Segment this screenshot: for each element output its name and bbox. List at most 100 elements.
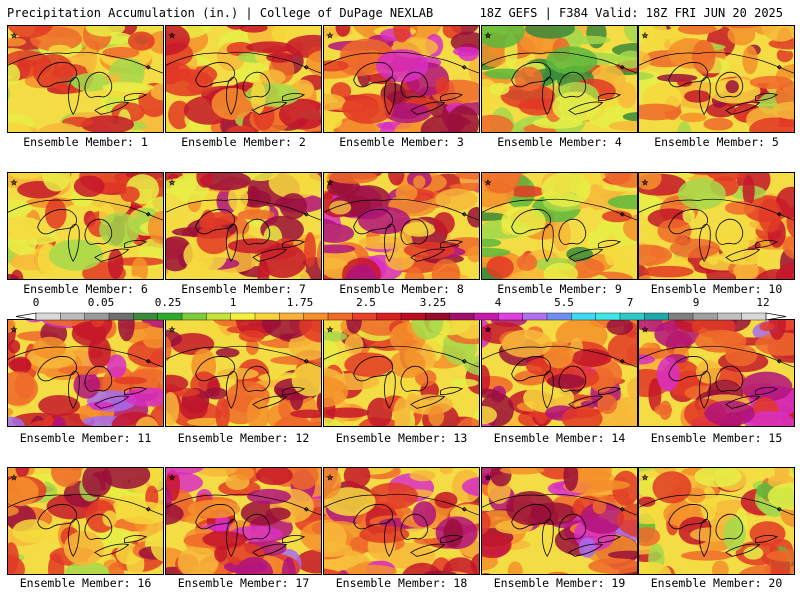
border-outline (639, 345, 794, 368)
ensemble-member-caption: Ensemble Member: 17 (177, 576, 310, 590)
lake-outline (598, 535, 622, 543)
lake-outline (511, 62, 551, 88)
diamond-icon: ◇ (777, 357, 782, 365)
star-icon: ☆ (327, 472, 333, 483)
legend-swatch (254, 312, 280, 321)
lake-outline (226, 76, 238, 116)
diamond-icon: ◇ (146, 63, 151, 71)
ensemble-map-panel: ☆ ◇ (638, 25, 795, 133)
lake-outline (410, 101, 446, 115)
color-legend (0, 304, 800, 326)
legend-swatch (206, 312, 232, 321)
lake-outline (715, 513, 744, 540)
border-outline (166, 493, 321, 516)
lake-outline (242, 71, 271, 98)
lake-outline (440, 240, 464, 248)
lake-outline (699, 518, 711, 558)
ensemble-map-panel: ☆ ◇ (165, 319, 322, 427)
diamond-icon: ◇ (304, 210, 309, 218)
lake-outline (124, 387, 148, 395)
lake-outline (353, 356, 393, 382)
lake-outline (668, 356, 708, 382)
lake-outline (384, 370, 396, 410)
diamond-icon: ◇ (462, 210, 467, 218)
lake-outline (558, 513, 587, 540)
legend-swatch (692, 312, 718, 321)
border-outline (482, 198, 637, 221)
lake-outline (242, 365, 271, 392)
border-outline (166, 51, 321, 74)
star-icon: ☆ (642, 324, 648, 335)
ensemble-map-panel: ☆ ◇ (638, 319, 795, 427)
precip-field: ☆◇ (482, 320, 637, 426)
ensemble-member-caption: Ensemble Member: 5 (654, 135, 779, 149)
lake-outline (252, 543, 288, 557)
legend-swatch (498, 312, 524, 321)
lake-outline (755, 240, 779, 248)
ensemble-member-caption: Ensemble Member: 4 (497, 135, 622, 149)
diamond-icon: ◇ (304, 357, 309, 365)
lake-outline (558, 71, 587, 98)
legend-label: 7 (626, 296, 634, 309)
precip-field: ☆◇ (324, 26, 479, 132)
legend-swatch (571, 312, 597, 321)
lake-outline (410, 543, 446, 557)
diamond-icon: ◇ (462, 63, 467, 71)
legend-swatch (449, 312, 475, 321)
lake-outline (440, 93, 464, 101)
lake-outline (282, 535, 306, 543)
diamond-icon: ◇ (304, 63, 309, 71)
ensemble-member-caption: Ensemble Member: 15 (650, 431, 783, 445)
ensemble-member-caption: Ensemble Member: 11 (19, 431, 152, 445)
ensemble-map-panel: ☆ ◇ (165, 172, 322, 280)
legend-label: 12 (756, 296, 770, 309)
ensemble-map-panel: ☆ ◇ (481, 319, 638, 427)
precip-field: ☆◇ (166, 320, 321, 426)
ensemble-map-panel: ☆ ◇ (323, 467, 480, 575)
legend-swatch (157, 312, 183, 321)
legend-swatch (376, 312, 402, 321)
star-icon: ☆ (169, 30, 175, 41)
diamond-icon: ◇ (146, 210, 151, 218)
legend-swatch (303, 312, 329, 321)
lake-outline (725, 101, 761, 115)
star-icon: ☆ (485, 472, 491, 483)
lake-outline (598, 240, 622, 248)
lake-outline (195, 504, 235, 530)
ensemble-map-panel: ☆ ◇ (7, 25, 164, 133)
legend-max-arrow (765, 312, 787, 321)
diamond-icon: ◇ (462, 505, 467, 513)
lake-outline (598, 93, 622, 101)
lake-outline (715, 71, 744, 98)
lake-outline (226, 518, 238, 558)
lake-outline (37, 356, 77, 382)
ensemble-member-caption: Ensemble Member: 20 (650, 576, 783, 590)
legend-swatch (181, 312, 207, 321)
legend-swatch (279, 312, 305, 321)
legend-swatch (84, 312, 110, 321)
star-icon: ☆ (11, 177, 17, 188)
precip-field: ☆◇ (482, 26, 637, 132)
border-outline (166, 198, 321, 221)
ensemble-map-panel: ☆ ◇ (165, 25, 322, 133)
lake-outline (68, 518, 80, 558)
lake-outline (558, 365, 587, 392)
legend-label: 3.25 (419, 296, 447, 309)
precip-field: ☆◇ (166, 468, 321, 574)
lake-outline (511, 209, 551, 235)
star-icon: ☆ (169, 177, 175, 188)
lake-outline (242, 513, 271, 540)
star-icon: ☆ (327, 177, 333, 188)
legend-swatch (522, 312, 548, 321)
ensemble-member-caption: Ensemble Member: 9 (497, 282, 622, 296)
star-icon: ☆ (327, 324, 333, 335)
ensemble-member-caption: Ensemble Member: 18 (335, 576, 468, 590)
legend-swatch (473, 312, 499, 321)
diamond-icon: ◇ (620, 63, 625, 71)
legend-swatch (595, 312, 621, 321)
ensemble-member-caption: Ensemble Member: 7 (181, 282, 306, 296)
border-outline (324, 51, 479, 74)
precip-field: ☆◇ (8, 173, 163, 279)
lake-outline (353, 62, 393, 88)
ensemble-member-caption: Ensemble Member: 14 (493, 431, 626, 445)
